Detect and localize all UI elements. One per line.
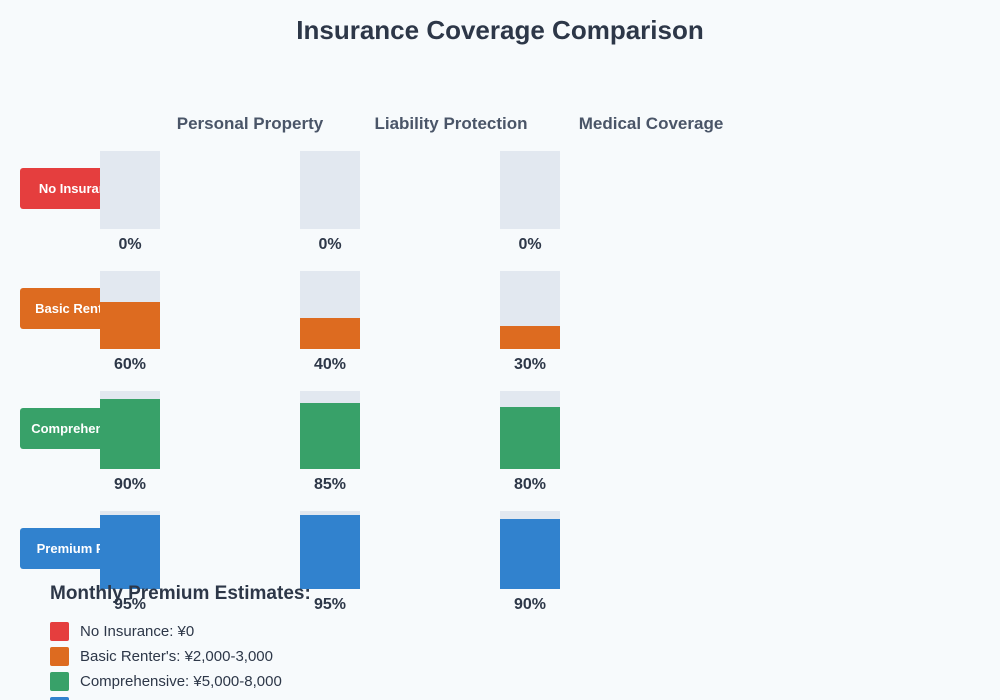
bar-track — [500, 151, 560, 229]
bar-fill — [300, 317, 360, 349]
bar-value-label: 95% — [313, 596, 347, 613]
legend-item-basic-renters: Basic Renter's: ¥2,000-3,000 — [50, 647, 273, 666]
bar-value-label: 0% — [518, 236, 542, 253]
bar-fill — [500, 518, 560, 589]
bar-fill — [100, 302, 160, 349]
bar-value-label: 95% — [113, 596, 147, 613]
bar-value-label: 60% — [113, 356, 147, 373]
bar-value-label: 0% — [318, 236, 342, 253]
legend-item-no-insurance: No Insurance: ¥0 — [50, 622, 194, 641]
bar-track — [300, 391, 360, 469]
bar-value-label: 90% — [113, 476, 147, 493]
bar-fill — [500, 406, 560, 469]
bar-track — [300, 151, 360, 229]
legend-swatch-red — [50, 622, 69, 641]
column-header-medical-coverage: Medical Coverage — [578, 114, 724, 133]
bar-track — [500, 271, 560, 349]
bar-value-label: 0% — [118, 236, 142, 253]
bar-track — [500, 511, 560, 589]
bar-value-label: 85% — [313, 476, 347, 493]
bar-fill — [100, 398, 160, 469]
bar-track — [100, 271, 160, 349]
chart-title: Insurance Coverage Comparison — [296, 15, 704, 45]
legend-item-label: Comprehensive: ¥5,000-8,000 — [80, 673, 282, 690]
bar-fill — [300, 402, 360, 469]
legend-swatch-green — [50, 672, 69, 691]
bar-fill — [500, 325, 560, 349]
bar-value-label: 90% — [513, 596, 547, 613]
bar-track — [300, 271, 360, 349]
legend-item-comprehensive: Comprehensive: ¥5,000-8,000 — [50, 672, 282, 691]
bar-value-label: 80% — [513, 476, 547, 493]
bar-track — [500, 391, 560, 469]
legend-item-label: No Insurance: ¥0 — [80, 623, 195, 640]
bar-track — [100, 151, 160, 229]
legend-swatch-orange — [50, 647, 69, 666]
bar-track — [300, 511, 360, 589]
bar-value-label: 30% — [513, 356, 547, 373]
bar-fill — [100, 514, 160, 589]
bar-value-label: 40% — [313, 356, 347, 373]
bar-track — [100, 511, 160, 589]
column-header-liability-protection: Liability Protection — [374, 114, 528, 133]
column-header-personal-property: Personal Property — [176, 114, 324, 133]
bar-fill — [300, 514, 360, 589]
legend-item-label: Basic Renter's: ¥2,000-3,000 — [80, 648, 273, 665]
bar-track — [100, 391, 160, 469]
